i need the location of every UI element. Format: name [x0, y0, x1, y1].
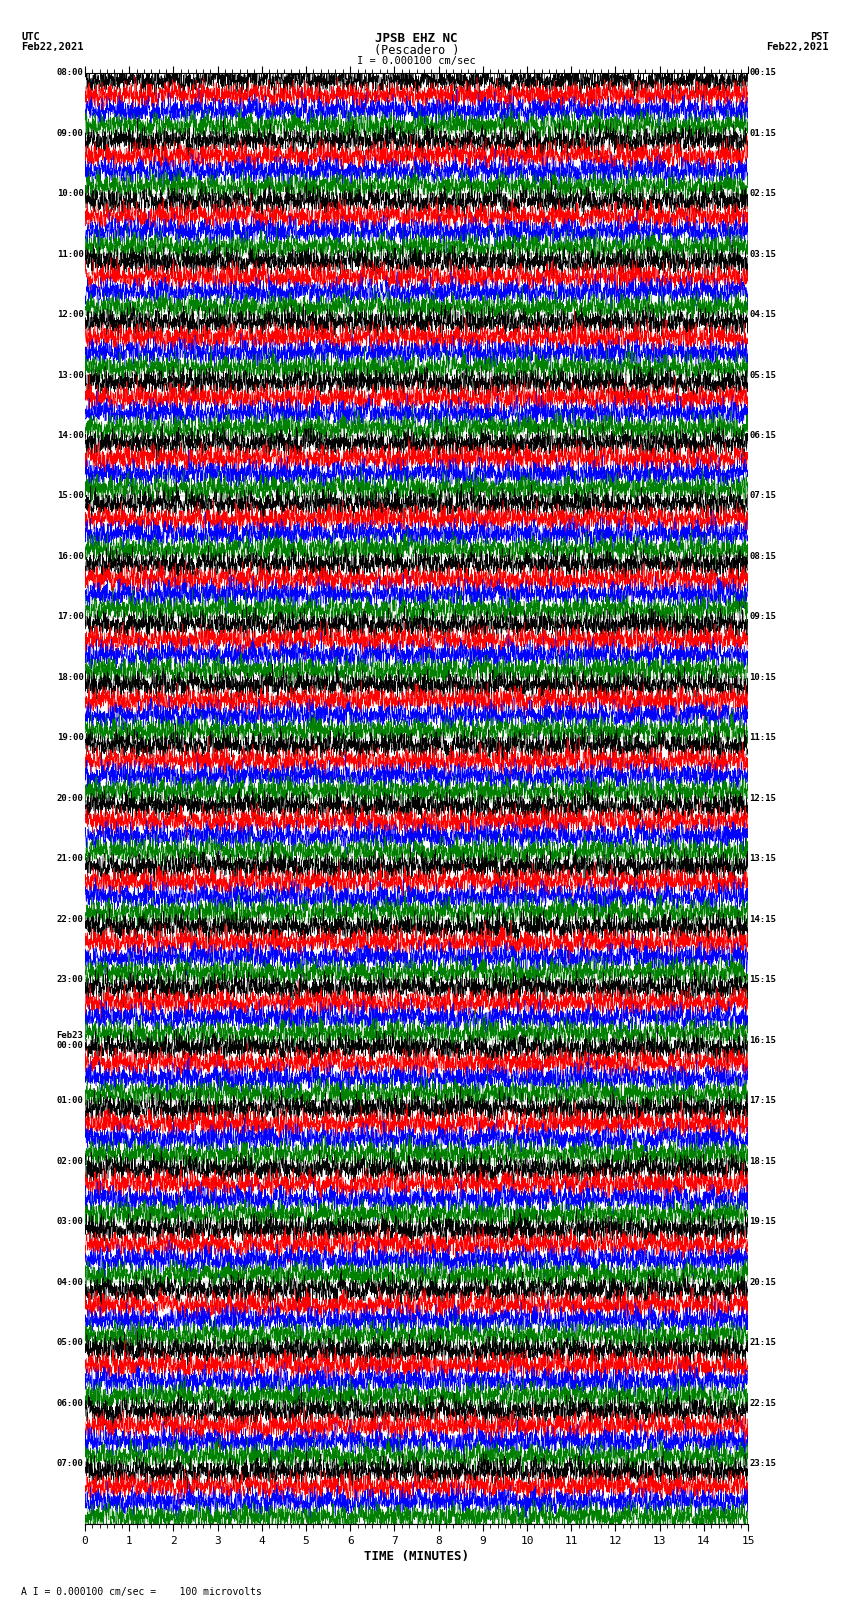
Text: 01:00: 01:00 — [57, 1097, 83, 1105]
Text: 01:15: 01:15 — [750, 129, 776, 137]
Text: UTC: UTC — [21, 32, 40, 42]
Text: 09:00: 09:00 — [57, 129, 83, 137]
Text: A I = 0.000100 cm/sec =    100 microvolts: A I = 0.000100 cm/sec = 100 microvolts — [21, 1587, 262, 1597]
Text: 18:00: 18:00 — [57, 673, 83, 682]
Text: 10:15: 10:15 — [750, 673, 776, 682]
Text: 05:00: 05:00 — [57, 1339, 83, 1347]
Text: 16:00: 16:00 — [57, 552, 83, 561]
Text: 22:15: 22:15 — [750, 1398, 776, 1408]
Text: 11:00: 11:00 — [57, 250, 83, 258]
Text: 11:15: 11:15 — [750, 734, 776, 742]
Text: 06:00: 06:00 — [57, 1398, 83, 1408]
Text: 03:15: 03:15 — [750, 250, 776, 258]
Text: (Pescadero ): (Pescadero ) — [374, 44, 459, 56]
Text: I = 0.000100 cm/sec: I = 0.000100 cm/sec — [357, 56, 476, 66]
Text: Feb23
00:00: Feb23 00:00 — [57, 1031, 83, 1050]
Text: 21:00: 21:00 — [57, 855, 83, 863]
Text: 17:00: 17:00 — [57, 613, 83, 621]
Text: 19:00: 19:00 — [57, 734, 83, 742]
Text: 07:15: 07:15 — [750, 492, 776, 500]
Text: PST: PST — [810, 32, 829, 42]
Text: 10:00: 10:00 — [57, 189, 83, 198]
Text: 16:15: 16:15 — [750, 1036, 776, 1045]
Text: 15:00: 15:00 — [57, 492, 83, 500]
Text: 21:15: 21:15 — [750, 1339, 776, 1347]
Text: Feb22,2021: Feb22,2021 — [21, 42, 84, 52]
Text: 14:00: 14:00 — [57, 431, 83, 440]
Text: 20:00: 20:00 — [57, 794, 83, 803]
Text: 08:15: 08:15 — [750, 552, 776, 561]
X-axis label: TIME (MINUTES): TIME (MINUTES) — [364, 1550, 469, 1563]
Text: 04:00: 04:00 — [57, 1277, 83, 1287]
Text: 12:00: 12:00 — [57, 310, 83, 319]
Text: 15:15: 15:15 — [750, 976, 776, 984]
Text: 18:15: 18:15 — [750, 1157, 776, 1166]
Text: 13:15: 13:15 — [750, 855, 776, 863]
Text: 02:00: 02:00 — [57, 1157, 83, 1166]
Text: 05:15: 05:15 — [750, 371, 776, 379]
Text: 19:15: 19:15 — [750, 1218, 776, 1226]
Text: 13:00: 13:00 — [57, 371, 83, 379]
Text: 23:15: 23:15 — [750, 1460, 776, 1468]
Text: 07:00: 07:00 — [57, 1460, 83, 1468]
Text: 03:00: 03:00 — [57, 1218, 83, 1226]
Text: 06:15: 06:15 — [750, 431, 776, 440]
Text: 23:00: 23:00 — [57, 976, 83, 984]
Text: 12:15: 12:15 — [750, 794, 776, 803]
Text: Feb22,2021: Feb22,2021 — [766, 42, 829, 52]
Text: 09:15: 09:15 — [750, 613, 776, 621]
Text: 14:15: 14:15 — [750, 915, 776, 924]
Text: 04:15: 04:15 — [750, 310, 776, 319]
Text: 22:00: 22:00 — [57, 915, 83, 924]
Text: 20:15: 20:15 — [750, 1277, 776, 1287]
Text: 00:15: 00:15 — [750, 68, 776, 77]
Text: JPSB EHZ NC: JPSB EHZ NC — [375, 32, 458, 45]
Text: 02:15: 02:15 — [750, 189, 776, 198]
Text: 08:00: 08:00 — [57, 68, 83, 77]
Text: 17:15: 17:15 — [750, 1097, 776, 1105]
